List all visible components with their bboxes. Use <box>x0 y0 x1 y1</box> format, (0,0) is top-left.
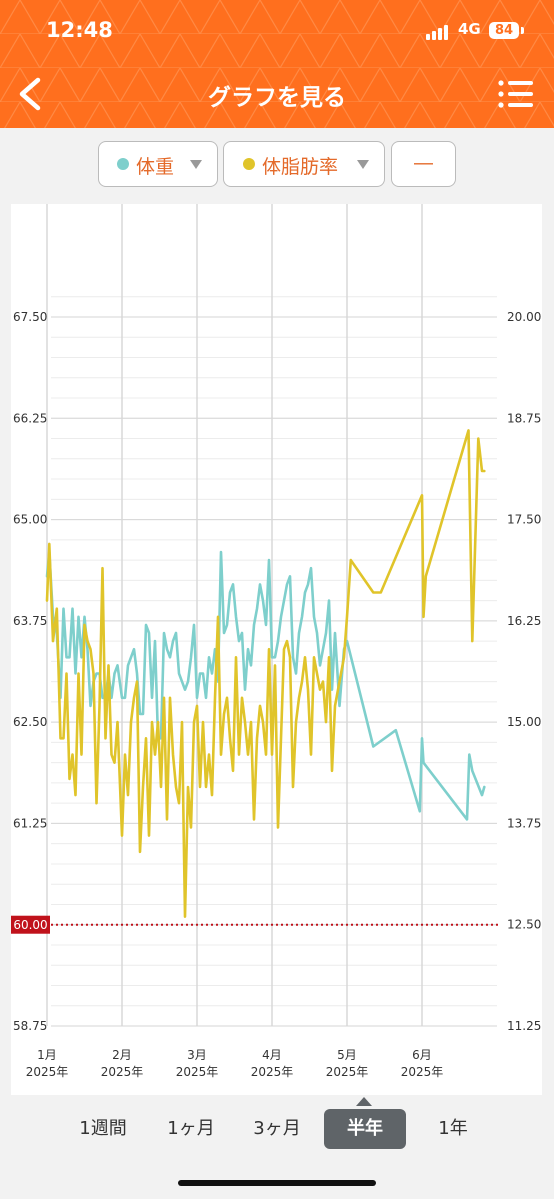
cellular-signal-icon <box>426 25 448 40</box>
third-series-selector[interactable]: ― <box>391 141 456 187</box>
active-period-pointer <box>356 1097 372 1106</box>
x-tick-month-label: 4月 <box>262 1048 282 1062</box>
x-tick-year-label: 2025年 <box>101 1065 144 1079</box>
target-label-bg <box>11 915 50 934</box>
y-right-tick-label: 16.25 <box>507 614 541 628</box>
y-right-tick-label: 11.25 <box>507 1019 541 1033</box>
y-left-tick-label: 63.75 <box>13 614 47 628</box>
battery-tip <box>521 27 524 34</box>
caret-down-icon <box>190 160 202 169</box>
chart-card: 58.75 61.25 62.50 63.75 65.00 66.25 67.50 11.25… <box>11 204 542 1095</box>
period-1week[interactable]: 1週間 <box>79 1118 127 1139</box>
x-tick-month-label: 3月 <box>187 1048 207 1062</box>
status-bar: 12:48 4G 84 <box>0 14 554 50</box>
x-tick-month-label: 2月 <box>112 1048 132 1062</box>
y-left-tick-label: 66.25 <box>13 411 47 425</box>
x-tick-month-label: 5月 <box>337 1048 357 1062</box>
page-title: グラフを見る <box>208 85 346 111</box>
period-selector: 1週間 1ヶ月 3ヶ月 半年 1年 <box>0 1097 554 1153</box>
home-indicator <box>178 1180 376 1186</box>
header-pattern <box>0 0 554 128</box>
weight-series-line <box>45 550 486 821</box>
weight-dot-icon <box>117 158 129 170</box>
x-tick-year-label: 2025年 <box>401 1065 444 1079</box>
x-tick-month-label: 6月 <box>412 1048 432 1062</box>
weight-selector[interactable]: 体重 <box>98 141 218 187</box>
y-left-tick-label: 65.00 <box>13 513 47 527</box>
period-6month[interactable]: 半年 <box>324 1109 406 1149</box>
body-fat-selector[interactable]: 体脂肪率 <box>223 141 385 187</box>
y-right-tick-label: 18.75 <box>507 411 541 425</box>
x-tick-year-label: 2025年 <box>326 1065 369 1079</box>
period-1year[interactable]: 1年 <box>438 1118 468 1139</box>
y-left-tick-label: 62.50 <box>13 715 47 729</box>
target-label: 60.00 <box>13 918 47 932</box>
series-selector-bar: 体重 体脂肪率 ― <box>0 128 554 200</box>
y-left-tick-label: 58.75 <box>13 1019 47 1033</box>
x-tick-year-label: 2025年 <box>176 1065 219 1079</box>
y-left-tick-label: 61.25 <box>13 816 47 830</box>
app-header: 12:48 4G 84 グラフを見る <box>0 0 554 128</box>
x-tick-year-label: 2025年 <box>251 1065 294 1079</box>
body-fat-dot-icon <box>243 158 255 170</box>
list-menu-button[interactable] <box>496 78 536 112</box>
weight-fat-chart[interactable]: 58.75 61.25 62.50 63.75 65.00 66.25 67.50 11.25… <box>11 204 542 1095</box>
third-series-label: ― <box>414 152 433 174</box>
y-right-tick-label: 15.00 <box>507 715 541 729</box>
period-1month[interactable]: 1ヶ月 <box>167 1118 215 1139</box>
y-right-tick-label: 13.75 <box>507 816 541 830</box>
body-fat-series-line <box>45 429 486 918</box>
weight-selector-label: 体重 <box>136 156 175 178</box>
chevron-left-icon <box>19 77 41 111</box>
y-right-tick-label: 12.50 <box>507 918 541 932</box>
caret-down-icon <box>357 160 369 169</box>
status-time: 12:48 <box>46 18 113 42</box>
list-icon <box>498 80 533 108</box>
period-3month[interactable]: 3ヶ月 <box>253 1118 301 1139</box>
battery-icon: 84 <box>489 22 519 39</box>
back-button[interactable] <box>14 74 54 118</box>
body-fat-selector-label: 体脂肪率 <box>262 156 339 178</box>
y-right-tick-label: 17.50 <box>507 513 541 527</box>
y-right-tick-label: 20.00 <box>507 310 541 324</box>
y-left-tick-label: 67.50 <box>13 310 47 324</box>
network-type: 4G <box>458 20 481 38</box>
x-tick-month-label: 1月 <box>37 1048 57 1062</box>
x-tick-year-label: 2025年 <box>26 1065 69 1079</box>
